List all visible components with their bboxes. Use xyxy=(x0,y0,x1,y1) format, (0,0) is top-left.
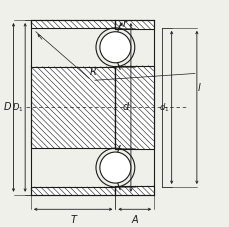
Text: T: T xyxy=(70,215,76,225)
Text: $d_1$: $d_1$ xyxy=(158,101,169,114)
Text: $D_1$: $D_1$ xyxy=(12,101,23,114)
Circle shape xyxy=(99,32,130,63)
Bar xyxy=(115,186,153,195)
Text: r: r xyxy=(123,20,127,30)
Bar xyxy=(31,187,115,195)
Bar xyxy=(31,20,115,28)
Bar xyxy=(31,67,115,148)
Bar xyxy=(115,66,153,149)
Text: A: A xyxy=(131,215,137,225)
Text: D: D xyxy=(4,102,11,112)
Circle shape xyxy=(99,152,130,183)
Text: d: d xyxy=(122,102,128,112)
Text: R: R xyxy=(90,67,96,77)
Text: l: l xyxy=(197,83,200,93)
Bar xyxy=(115,20,153,29)
